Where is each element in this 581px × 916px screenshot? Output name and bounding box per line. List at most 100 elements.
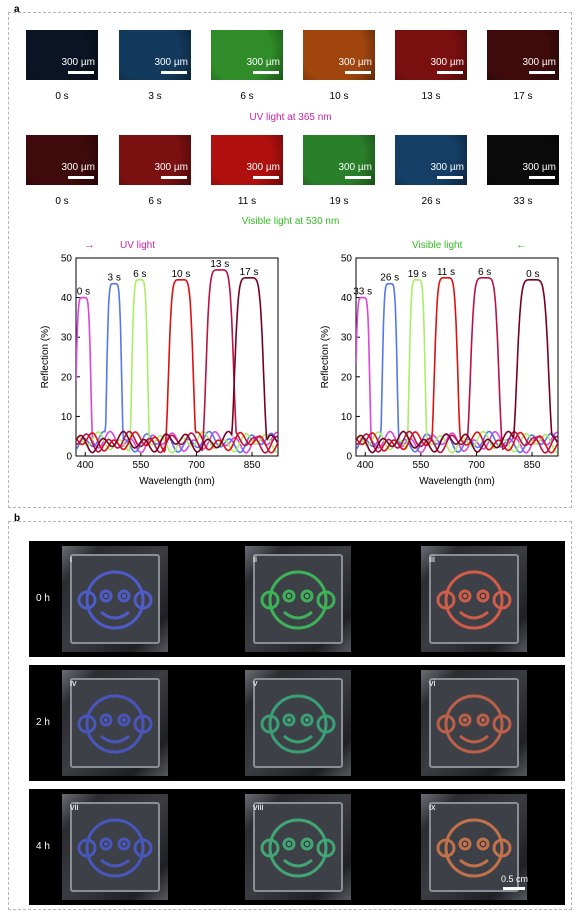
x-tick-label: 550 (133, 460, 150, 471)
y-tick-label: 30 (61, 333, 73, 344)
device-photo: iv (62, 670, 168, 776)
series-label: 10 s (171, 269, 190, 280)
scale-bar-label: 300 µm (246, 162, 280, 173)
scale-bar (68, 71, 94, 74)
y-tick-label: 0 (346, 452, 352, 463)
series-label: 19 s (408, 269, 427, 280)
series-label: 33 s (353, 287, 372, 298)
scale-bar (529, 71, 555, 74)
photo-roman-label: ix (429, 802, 436, 812)
scale-bar-label: 300 µm (154, 162, 188, 173)
device-photo: viii (245, 794, 351, 900)
scale-bar (253, 71, 279, 74)
photo-roman-label: viii (253, 802, 264, 812)
series-line (356, 276, 558, 454)
uv-caption: UV light at 365 nm (249, 112, 332, 123)
visible-micrograph: 300 µm (211, 135, 283, 185)
uv-micrograph: 300 µm (487, 30, 559, 80)
scale-bar-label: 300 µm (154, 57, 188, 68)
x-tick-label: 700 (468, 460, 485, 471)
scale-bar-label: 300 µm (522, 57, 556, 68)
series-line (356, 282, 558, 454)
y-tick-label: 40 (341, 293, 353, 304)
x-tick-label: 400 (357, 460, 374, 471)
visible-reflection-chart: Visible light ← 0 10 20 30 40 50 400 550 700 850 Wav… (320, 239, 559, 487)
monkey-face-pattern (77, 694, 153, 754)
chart-header-arrow: → (84, 239, 95, 251)
chart-header: Visible light (412, 240, 463, 251)
photo-roman-label: vi (429, 678, 436, 688)
chart-header-arrow: ← (516, 239, 527, 251)
uv-time-label: 17 s (513, 91, 533, 102)
scale-bar-label: 300 µm (61, 57, 95, 68)
series-label: 13 s (210, 259, 229, 270)
uv-micrograph: 300 µm (211, 30, 283, 80)
x-tick-label: 400 (77, 460, 94, 471)
scale-bar-label: 300 µm (430, 57, 464, 68)
scale-bar (529, 176, 555, 179)
visible-time-label: 0 s (55, 196, 69, 207)
scale-bar (161, 176, 187, 179)
panel-a-label: a (14, 4, 20, 15)
series-label: 0 s (77, 287, 90, 298)
visible-micrograph: 300 µm (303, 135, 375, 185)
scale-bar (345, 176, 371, 179)
device-photo: vii (62, 794, 168, 900)
y-tick-label: 20 (61, 372, 73, 383)
series-label: 17 s (240, 267, 259, 278)
series-label: 0 s (526, 269, 539, 280)
photo-roman-label: vii (70, 802, 79, 812)
uv-micrograph: 300 µm (119, 30, 191, 80)
series-line (76, 282, 278, 454)
uv-time-label: 10 s (329, 91, 349, 102)
photo-roman-label: iii (429, 554, 435, 564)
device-photo: iii (421, 546, 527, 652)
device-photo: ix (421, 794, 527, 900)
visible-caption: Visible light at 530 nm (241, 216, 340, 227)
photo-roman-label: v (253, 678, 258, 688)
uv-time-label: 13 s (421, 91, 441, 102)
chart-header: UV light (120, 240, 155, 251)
time-row-label: 4 h (36, 841, 50, 852)
photo-roman-label: ii (253, 554, 257, 564)
uv-reflection-chart: → UV light 0 10 20 30 40 50 400 550 700 850 Waveleng… (40, 239, 279, 487)
visible-micrograph: 300 µm (395, 135, 467, 185)
y-tick-label: 50 (341, 254, 353, 265)
uv-time-label: 3 s (148, 91, 162, 102)
scale-bar-label: 300 µm (522, 162, 556, 173)
monkey-face-pattern (436, 570, 512, 630)
monkey-face-pattern (77, 570, 153, 630)
uv-micrograph: 300 µm (395, 30, 467, 80)
scale-bar (253, 176, 279, 179)
scale-bar-label: 300 µm (246, 57, 280, 68)
series-line (76, 269, 278, 454)
panel-b-label: b (14, 513, 21, 524)
series-line (356, 296, 558, 454)
scale-bar-label: 300 µm (430, 162, 464, 173)
photo-roman-label: i (70, 554, 72, 564)
device-photo: v (245, 670, 351, 776)
x-tick-label: 850 (524, 460, 541, 471)
photo-scale-bar (503, 887, 525, 890)
uv-time-label: 6 s (240, 91, 254, 102)
visible-micrograph: 300 µm (487, 135, 559, 185)
visible-time-label: 11 s (237, 196, 257, 207)
visible-time-label: 6 s (148, 196, 162, 207)
time-row-label: 2 h (36, 717, 50, 728)
scale-bar-label: 300 µm (338, 162, 372, 173)
time-row-label: 0 h (36, 593, 50, 604)
visible-micrograph: 300 µm (119, 135, 191, 185)
monkey-face-pattern (260, 694, 336, 754)
y-axis-label: Reflection (%) (320, 326, 331, 389)
uv-micrograph: 300 µm (303, 30, 375, 80)
series-line (356, 276, 558, 454)
monkey-face-pattern (260, 570, 336, 630)
visible-time-label: 19 s (329, 196, 349, 207)
monkey-face-pattern (77, 818, 153, 878)
monkey-face-pattern (260, 818, 336, 878)
series-label: 3 s (108, 273, 121, 284)
uv-time-label: 0 s (55, 91, 69, 102)
y-tick-label: 40 (61, 293, 73, 304)
series-label: 26 s (380, 273, 399, 284)
series-label: 6 s (478, 267, 491, 278)
